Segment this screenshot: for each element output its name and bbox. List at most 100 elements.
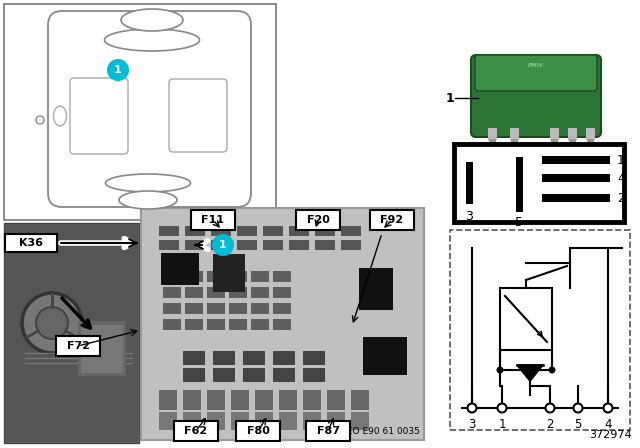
Text: 372974: 372974 xyxy=(589,430,632,440)
Bar xyxy=(237,240,257,250)
FancyBboxPatch shape xyxy=(70,78,128,154)
Circle shape xyxy=(497,366,504,374)
Bar xyxy=(273,351,295,365)
Circle shape xyxy=(548,366,556,374)
FancyBboxPatch shape xyxy=(471,55,601,137)
Text: F62: F62 xyxy=(184,426,207,436)
Bar xyxy=(161,253,199,285)
Bar xyxy=(141,208,424,440)
Text: EO E90 61 0035: EO E90 61 0035 xyxy=(347,427,420,436)
Bar xyxy=(243,351,265,365)
Bar xyxy=(279,412,297,430)
Bar xyxy=(263,240,283,250)
Bar xyxy=(163,287,181,298)
Bar xyxy=(185,319,203,330)
Bar xyxy=(185,271,203,282)
Text: 4: 4 xyxy=(604,418,612,431)
Bar xyxy=(78,321,126,376)
Bar xyxy=(207,390,225,410)
Bar xyxy=(488,128,497,140)
Bar xyxy=(315,240,335,250)
Text: F92: F92 xyxy=(380,215,404,225)
Bar xyxy=(296,210,340,230)
Bar xyxy=(569,139,576,144)
Bar xyxy=(4,4,276,220)
Text: K36: K36 xyxy=(19,238,43,248)
Text: 3: 3 xyxy=(465,210,473,223)
Bar xyxy=(363,337,407,375)
Text: 1: 1 xyxy=(219,240,227,250)
Text: 1: 1 xyxy=(617,154,625,167)
Bar xyxy=(273,303,291,314)
Text: F11: F11 xyxy=(202,215,225,225)
Bar xyxy=(183,368,205,382)
Bar xyxy=(327,390,345,410)
Bar xyxy=(303,390,321,410)
Text: F87: F87 xyxy=(317,426,339,436)
Bar xyxy=(255,390,273,410)
Bar xyxy=(273,319,291,330)
Circle shape xyxy=(36,307,68,339)
Bar xyxy=(229,287,247,298)
Circle shape xyxy=(497,404,506,413)
Bar xyxy=(174,421,218,441)
Bar xyxy=(289,240,309,250)
Circle shape xyxy=(545,404,554,413)
Bar xyxy=(303,368,325,382)
Bar xyxy=(251,303,269,314)
Bar xyxy=(185,226,205,236)
Bar xyxy=(185,303,203,314)
Circle shape xyxy=(573,404,582,413)
Bar xyxy=(586,128,595,140)
Bar xyxy=(183,390,201,410)
Text: 1: 1 xyxy=(114,65,122,75)
Bar xyxy=(542,156,610,164)
Text: 1: 1 xyxy=(445,91,454,104)
Bar xyxy=(163,319,181,330)
Bar xyxy=(185,287,203,298)
Bar xyxy=(211,226,231,236)
Bar xyxy=(516,157,523,212)
Bar xyxy=(359,268,393,310)
Bar xyxy=(185,240,205,250)
Bar xyxy=(315,226,335,236)
Bar xyxy=(306,421,350,441)
Bar xyxy=(231,412,249,430)
Text: 4: 4 xyxy=(617,172,625,185)
Circle shape xyxy=(212,234,234,256)
Bar xyxy=(351,412,369,430)
Bar xyxy=(183,351,205,365)
Text: F20: F20 xyxy=(307,215,330,225)
Bar xyxy=(327,412,345,430)
Bar xyxy=(159,412,177,430)
Bar xyxy=(587,139,594,144)
Bar xyxy=(303,412,321,430)
Circle shape xyxy=(107,59,129,81)
Bar xyxy=(351,390,369,410)
Bar xyxy=(251,271,269,282)
Bar xyxy=(263,226,283,236)
Circle shape xyxy=(22,293,82,353)
Bar xyxy=(251,287,269,298)
Text: 5: 5 xyxy=(574,418,582,431)
Bar xyxy=(213,351,235,365)
Bar xyxy=(191,210,235,230)
Bar xyxy=(273,287,291,298)
Text: 2: 2 xyxy=(547,418,554,431)
Bar xyxy=(542,194,610,202)
Bar xyxy=(243,368,265,382)
Bar xyxy=(341,226,361,236)
Bar xyxy=(279,390,297,410)
Bar xyxy=(211,240,231,250)
Bar xyxy=(207,287,225,298)
Bar xyxy=(500,288,552,350)
Bar xyxy=(510,128,519,140)
Circle shape xyxy=(467,404,477,413)
Bar xyxy=(273,271,291,282)
Bar xyxy=(370,210,414,230)
Bar xyxy=(236,421,280,441)
Bar xyxy=(303,351,325,365)
Bar xyxy=(550,128,559,140)
Bar xyxy=(163,271,181,282)
Bar xyxy=(159,240,179,250)
